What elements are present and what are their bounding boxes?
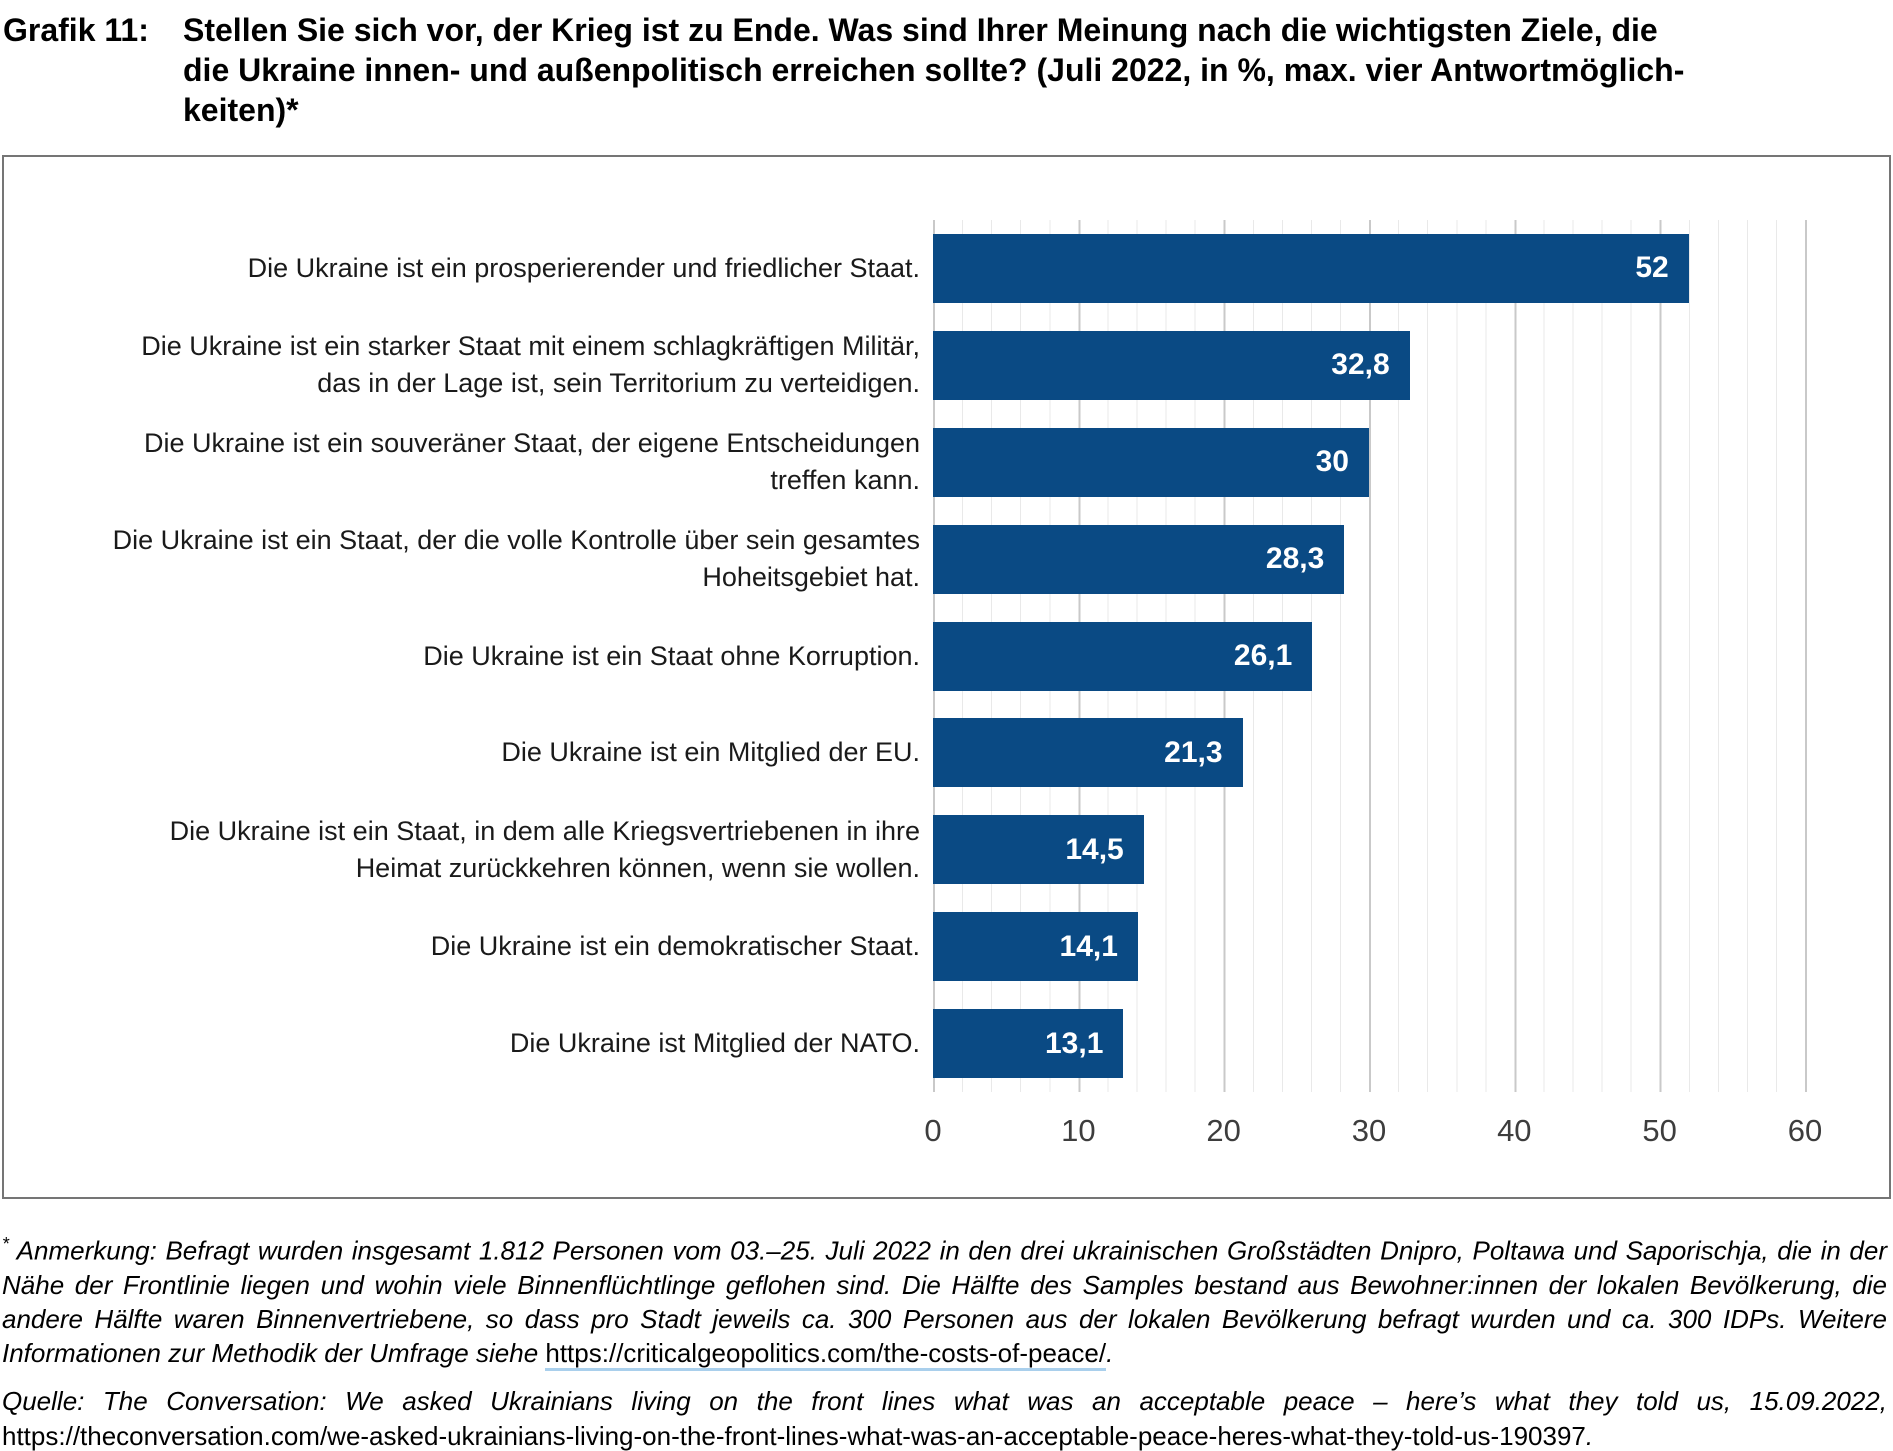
bar-value-label: 28,3	[1265, 542, 1325, 576]
category-label: Die Ukraine ist ein souveräner Staat, de…	[144, 428, 920, 496]
x-axis-tick-label: 60	[1787, 1113, 1823, 1148]
figure-title: Stellen Sie sich vor, der Krieg ist zu E…	[183, 10, 1684, 130]
category-label: Die Ukraine ist ein starker Staat mit ei…	[141, 331, 920, 399]
theconversation-link[interactable]: https://theconversation.com/we-asked-ukr…	[2, 1420, 1586, 1451]
bar: 26,1	[933, 621, 1313, 691]
bar-value-label: 26,1	[1233, 639, 1293, 673]
bar: 52	[933, 233, 1689, 303]
bar-value-label: 32,8	[1331, 348, 1390, 382]
category-label: Die Ukraine ist ein demokratischer Staat…	[430, 931, 920, 962]
x-axis-tick-label: 30	[1351, 1113, 1387, 1148]
bar-value-label: 21,3	[1164, 735, 1223, 769]
footnote-anmerkung-text: Anmerkung: Befragt wurden insgesamt 1.81…	[2, 1235, 1887, 1368]
footnote-quelle-text: Quelle: The Conversation: We asked Ukrai…	[2, 1385, 1887, 1416]
bar-value-label: 52	[1635, 251, 1669, 285]
footnotes: * Anmerkung: Befragt wurden insgesamt 1.…	[2, 1227, 1887, 1451]
figure-number: Grafik 11:	[3, 12, 149, 48]
bar: 30	[933, 427, 1369, 497]
footnote-quelle-period: .	[1585, 1420, 1594, 1451]
category-label: Die Ukraine ist ein Staat, der die volle…	[112, 525, 920, 593]
figure-title-line: Stellen Sie sich vor, der Krieg ist zu E…	[183, 12, 1658, 48]
figure-title-line: die Ukraine innen- und außenpolitisch er…	[183, 52, 1685, 88]
bar: 14,5	[933, 815, 1144, 885]
x-axis-tick-label: 50	[1642, 1113, 1677, 1148]
footnote-marker: *	[2, 1234, 10, 1254]
x-axis-tick-label: 0	[924, 1113, 942, 1148]
x-axis-tick-label: 20	[1206, 1113, 1241, 1148]
bar-value-label: 13,1	[1044, 1026, 1104, 1060]
bar: 32,8	[933, 330, 1410, 400]
figure-title-line: keiten)*	[183, 92, 299, 128]
category-label: Die Ukraine ist ein prosperierender und …	[247, 252, 920, 283]
footnote-quelle: Quelle: The Conversation: We asked Ukrai…	[2, 1384, 1887, 1451]
category-label: Die Ukraine ist ein Staat, in dem alle K…	[169, 815, 920, 883]
chart-frame: 52 32,8 30 28,3 26,1 21,3 14,5 14,1 13,1 Die Ukr…	[2, 155, 1891, 1199]
criticalgeopolitics-link[interactable]: https://criticalgeopolitics.com/the-cost…	[545, 1337, 1107, 1371]
bar-value-label: 30	[1315, 445, 1349, 479]
x-axis-tick-label: 40	[1497, 1113, 1532, 1148]
category-label: Die Ukraine ist ein Mitglied der EU.	[501, 737, 920, 768]
footnote-anmerkung: * Anmerkung: Befragt wurden insgesamt 1.…	[2, 1227, 1887, 1371]
bar-value-label: 14,5	[1065, 832, 1124, 866]
bar-value-label: 14,1	[1059, 929, 1118, 963]
plot-area: 52 32,8 30 28,3 26,1 21,3 14,5 14,1 13,1	[933, 220, 1807, 1092]
bar: 28,3	[933, 524, 1345, 594]
bar: 13,1	[933, 1009, 1124, 1079]
bar: 14,1	[933, 912, 1138, 982]
x-axis-tick-label: 10	[1061, 1113, 1096, 1148]
category-label: Die Ukraine ist Mitglied der NATO.	[509, 1028, 920, 1059]
bar: 21,3	[933, 718, 1243, 788]
footnote-anmerkung-period: .	[1106, 1337, 1114, 1368]
category-label: Die Ukraine ist ein Staat ohne Korruptio…	[423, 640, 920, 671]
